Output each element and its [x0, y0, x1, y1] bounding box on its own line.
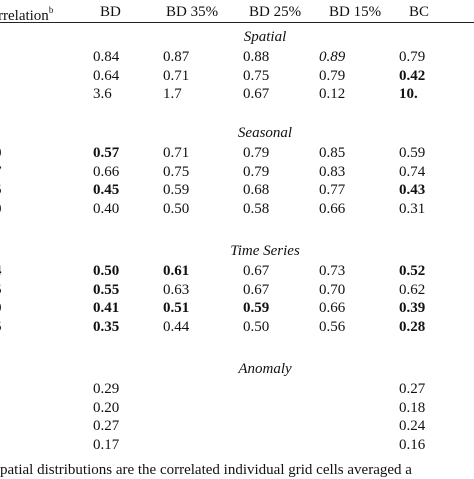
table-cell: 0.66: [93, 163, 120, 180]
table-cell: 0.31: [399, 200, 426, 217]
table-cell: 0.71: [163, 145, 190, 161]
row-stub: 0: [0, 144, 2, 162]
row-stub: 7: [0, 163, 2, 181]
row-stub: 0: [0, 299, 2, 317]
table-cell: 0.84: [93, 49, 120, 65]
table-cell: 3.6: [93, 86, 112, 103]
row-stub: 0: [0, 200, 2, 218]
table-cell: 0.79: [399, 49, 426, 65]
table-cell: 0.40: [93, 200, 120, 217]
table-cell: 0.59: [243, 300, 270, 317]
table-cell: 0.12: [319, 86, 346, 103]
table-cell: 0.50: [163, 200, 190, 217]
table-cell: 0.66: [319, 300, 346, 317]
row-stub: 4: [0, 262, 2, 280]
header-first-col-label: rrelation: [0, 8, 49, 24]
row-stub: 5: [0, 318, 2, 336]
table-cell: 0.56: [319, 318, 346, 335]
table-cell: 0.87: [163, 49, 190, 65]
table-cell: 0.62: [399, 281, 426, 298]
table-cell: 0.59: [399, 145, 426, 161]
table-cell: 0.39: [399, 300, 426, 317]
table-cell: 0.67: [243, 86, 270, 103]
header-col-bd25: BD 25%: [249, 4, 302, 20]
table-cell: 0.77: [319, 182, 346, 199]
row-stub: 5: [0, 281, 2, 299]
section-title: Anomaly: [238, 361, 292, 377]
table-cell: 0.79: [243, 145, 270, 161]
table-cell: 0.51: [163, 300, 190, 317]
table-cell: 0.45: [93, 182, 120, 199]
table-cell: 0.67: [243, 281, 270, 298]
table-cell: 0.29: [93, 381, 120, 397]
table-cell: 0.35: [93, 318, 120, 335]
table-cell: 0.50: [243, 318, 270, 335]
table-cell: 0.18: [399, 399, 426, 416]
table-cell: 0.67: [243, 263, 270, 279]
table-cell: 0.83: [319, 163, 346, 180]
table-cell: 0.17: [93, 436, 120, 453]
table-cell: 0.58: [243, 200, 270, 217]
table-cell: 0.16: [399, 436, 426, 453]
table-cell: 1.7: [163, 86, 182, 103]
header-col-bc: BC: [409, 4, 430, 20]
table-cell: 0.75: [163, 163, 190, 180]
table-cell: 0.20: [93, 399, 120, 416]
table-cell: 0.71: [163, 67, 190, 84]
table-cell: 0.61: [163, 263, 190, 279]
table-cell: 0.63: [163, 281, 190, 298]
table-cell: 0.52: [399, 263, 426, 279]
table-cell: 0.79: [243, 163, 270, 180]
table-cell: 0.75: [243, 67, 270, 84]
header-first-col: rrelationb: [0, 2, 53, 25]
table-cell: 0.42: [399, 67, 426, 84]
table-cell: 0.24: [399, 418, 426, 435]
table-cell: 10.: [399, 86, 418, 103]
table-cell: 0.44: [163, 318, 190, 335]
table-cell: 0.27: [93, 418, 120, 435]
table-cell: 0.68: [243, 182, 270, 199]
table-cell: 0.74: [399, 163, 426, 180]
table-cell: 0.50: [93, 263, 120, 279]
section-title: Spatial: [243, 29, 287, 45]
table-cell: 0.70: [319, 281, 346, 298]
table-cell: 0.28: [399, 318, 426, 335]
section-title: Time Series: [230, 243, 300, 259]
table-cell: 0.73: [319, 263, 346, 279]
header-col-bd: BD: [100, 4, 121, 20]
table-cell: 0.85: [319, 145, 346, 161]
table-cell: 0.43: [399, 182, 426, 199]
table-cell: 0.79: [319, 67, 346, 84]
table-cell: 0.88: [243, 49, 270, 65]
table-cell: 0.41: [93, 300, 120, 317]
footnote: patial distributions are the correlated …: [0, 462, 412, 478]
table-cell: 0.66: [319, 200, 346, 217]
table-cell: 0.57: [93, 145, 120, 161]
header-first-col-sup: b: [48, 5, 54, 15]
table-cell: 0.55: [93, 281, 120, 298]
header-col-bd35: BD 35%: [166, 4, 219, 20]
header-col-bd15: BD 15%: [329, 4, 382, 20]
table-cell: 0.89: [319, 49, 346, 65]
header-rule: [0, 22, 474, 23]
row-stub: 5: [0, 181, 2, 199]
table-cell: 0.64: [93, 67, 120, 84]
section-title: Seasonal: [237, 125, 293, 141]
table-cell: 0.59: [163, 182, 190, 199]
table-cell: 0.27: [399, 381, 426, 397]
